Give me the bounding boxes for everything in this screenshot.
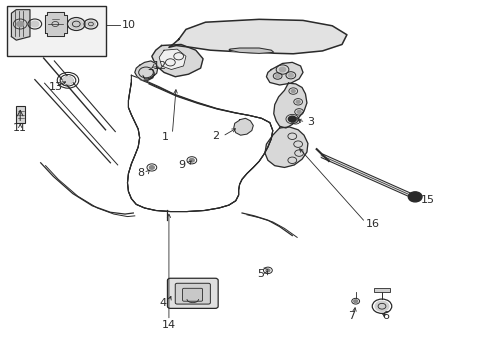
- Circle shape: [86, 21, 95, 27]
- Polygon shape: [44, 12, 66, 36]
- Text: 15: 15: [420, 195, 434, 205]
- Circle shape: [149, 166, 154, 169]
- Circle shape: [265, 269, 269, 272]
- Text: 7: 7: [347, 311, 355, 320]
- Polygon shape: [159, 49, 185, 69]
- Circle shape: [63, 77, 73, 84]
- Text: 10: 10: [122, 20, 135, 30]
- Polygon shape: [264, 127, 307, 167]
- Circle shape: [374, 301, 388, 311]
- Text: 2: 2: [212, 131, 219, 141]
- Circle shape: [17, 22, 23, 27]
- Circle shape: [293, 120, 297, 122]
- Text: 8: 8: [137, 168, 144, 178]
- Text: 1: 1: [162, 132, 168, 142]
- FancyBboxPatch shape: [167, 278, 218, 309]
- Text: 13: 13: [48, 82, 62, 92]
- Text: 5: 5: [257, 269, 264, 279]
- Polygon shape: [135, 61, 158, 80]
- Polygon shape: [152, 44, 203, 77]
- Polygon shape: [273, 83, 306, 128]
- Polygon shape: [228, 48, 273, 53]
- Circle shape: [142, 69, 150, 75]
- Text: 12: 12: [153, 61, 166, 71]
- Text: 9: 9: [178, 160, 184, 170]
- Circle shape: [291, 90, 295, 93]
- Polygon shape: [168, 19, 346, 54]
- Bar: [16, 106, 25, 123]
- Text: 14: 14: [162, 320, 176, 330]
- Polygon shape: [233, 118, 253, 135]
- Circle shape: [31, 21, 39, 27]
- Circle shape: [279, 67, 285, 72]
- Circle shape: [353, 300, 357, 303]
- Text: 16: 16: [365, 219, 379, 229]
- Polygon shape: [11, 10, 30, 40]
- Text: 6: 6: [382, 311, 388, 320]
- FancyBboxPatch shape: [182, 288, 202, 301]
- Circle shape: [189, 158, 194, 162]
- Text: 3: 3: [306, 117, 313, 127]
- FancyBboxPatch shape: [175, 283, 210, 304]
- Text: 11: 11: [13, 123, 27, 133]
- Circle shape: [275, 75, 279, 78]
- Text: 4: 4: [159, 298, 166, 308]
- Circle shape: [297, 111, 301, 113]
- Circle shape: [70, 19, 82, 29]
- Polygon shape: [266, 62, 303, 85]
- Circle shape: [288, 73, 293, 77]
- Bar: [6, 6, 105, 56]
- Circle shape: [288, 116, 296, 122]
- Circle shape: [296, 100, 300, 103]
- Circle shape: [407, 192, 421, 202]
- Bar: [373, 288, 389, 292]
